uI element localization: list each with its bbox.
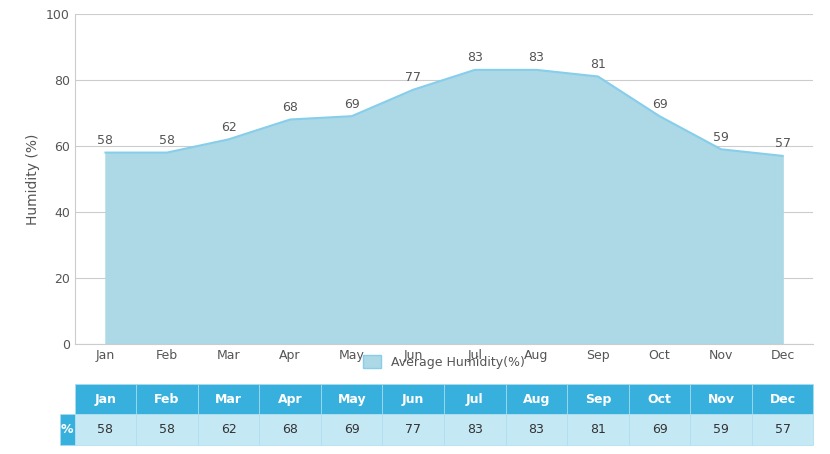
Text: 77: 77 xyxy=(405,71,422,84)
Text: 58: 58 xyxy=(159,134,175,147)
Text: 69: 69 xyxy=(344,98,359,111)
Text: 62: 62 xyxy=(221,121,237,134)
Text: 57: 57 xyxy=(774,137,791,150)
Text: 83: 83 xyxy=(529,51,544,64)
Text: 68: 68 xyxy=(282,101,298,114)
Y-axis label: Humidity (%): Humidity (%) xyxy=(27,133,41,225)
Text: 58: 58 xyxy=(97,134,114,147)
Legend: Average Humidity(%): Average Humidity(%) xyxy=(358,350,530,374)
Text: 83: 83 xyxy=(467,51,483,64)
Text: 69: 69 xyxy=(652,98,667,111)
Text: 59: 59 xyxy=(713,131,729,144)
Text: 81: 81 xyxy=(590,58,606,71)
